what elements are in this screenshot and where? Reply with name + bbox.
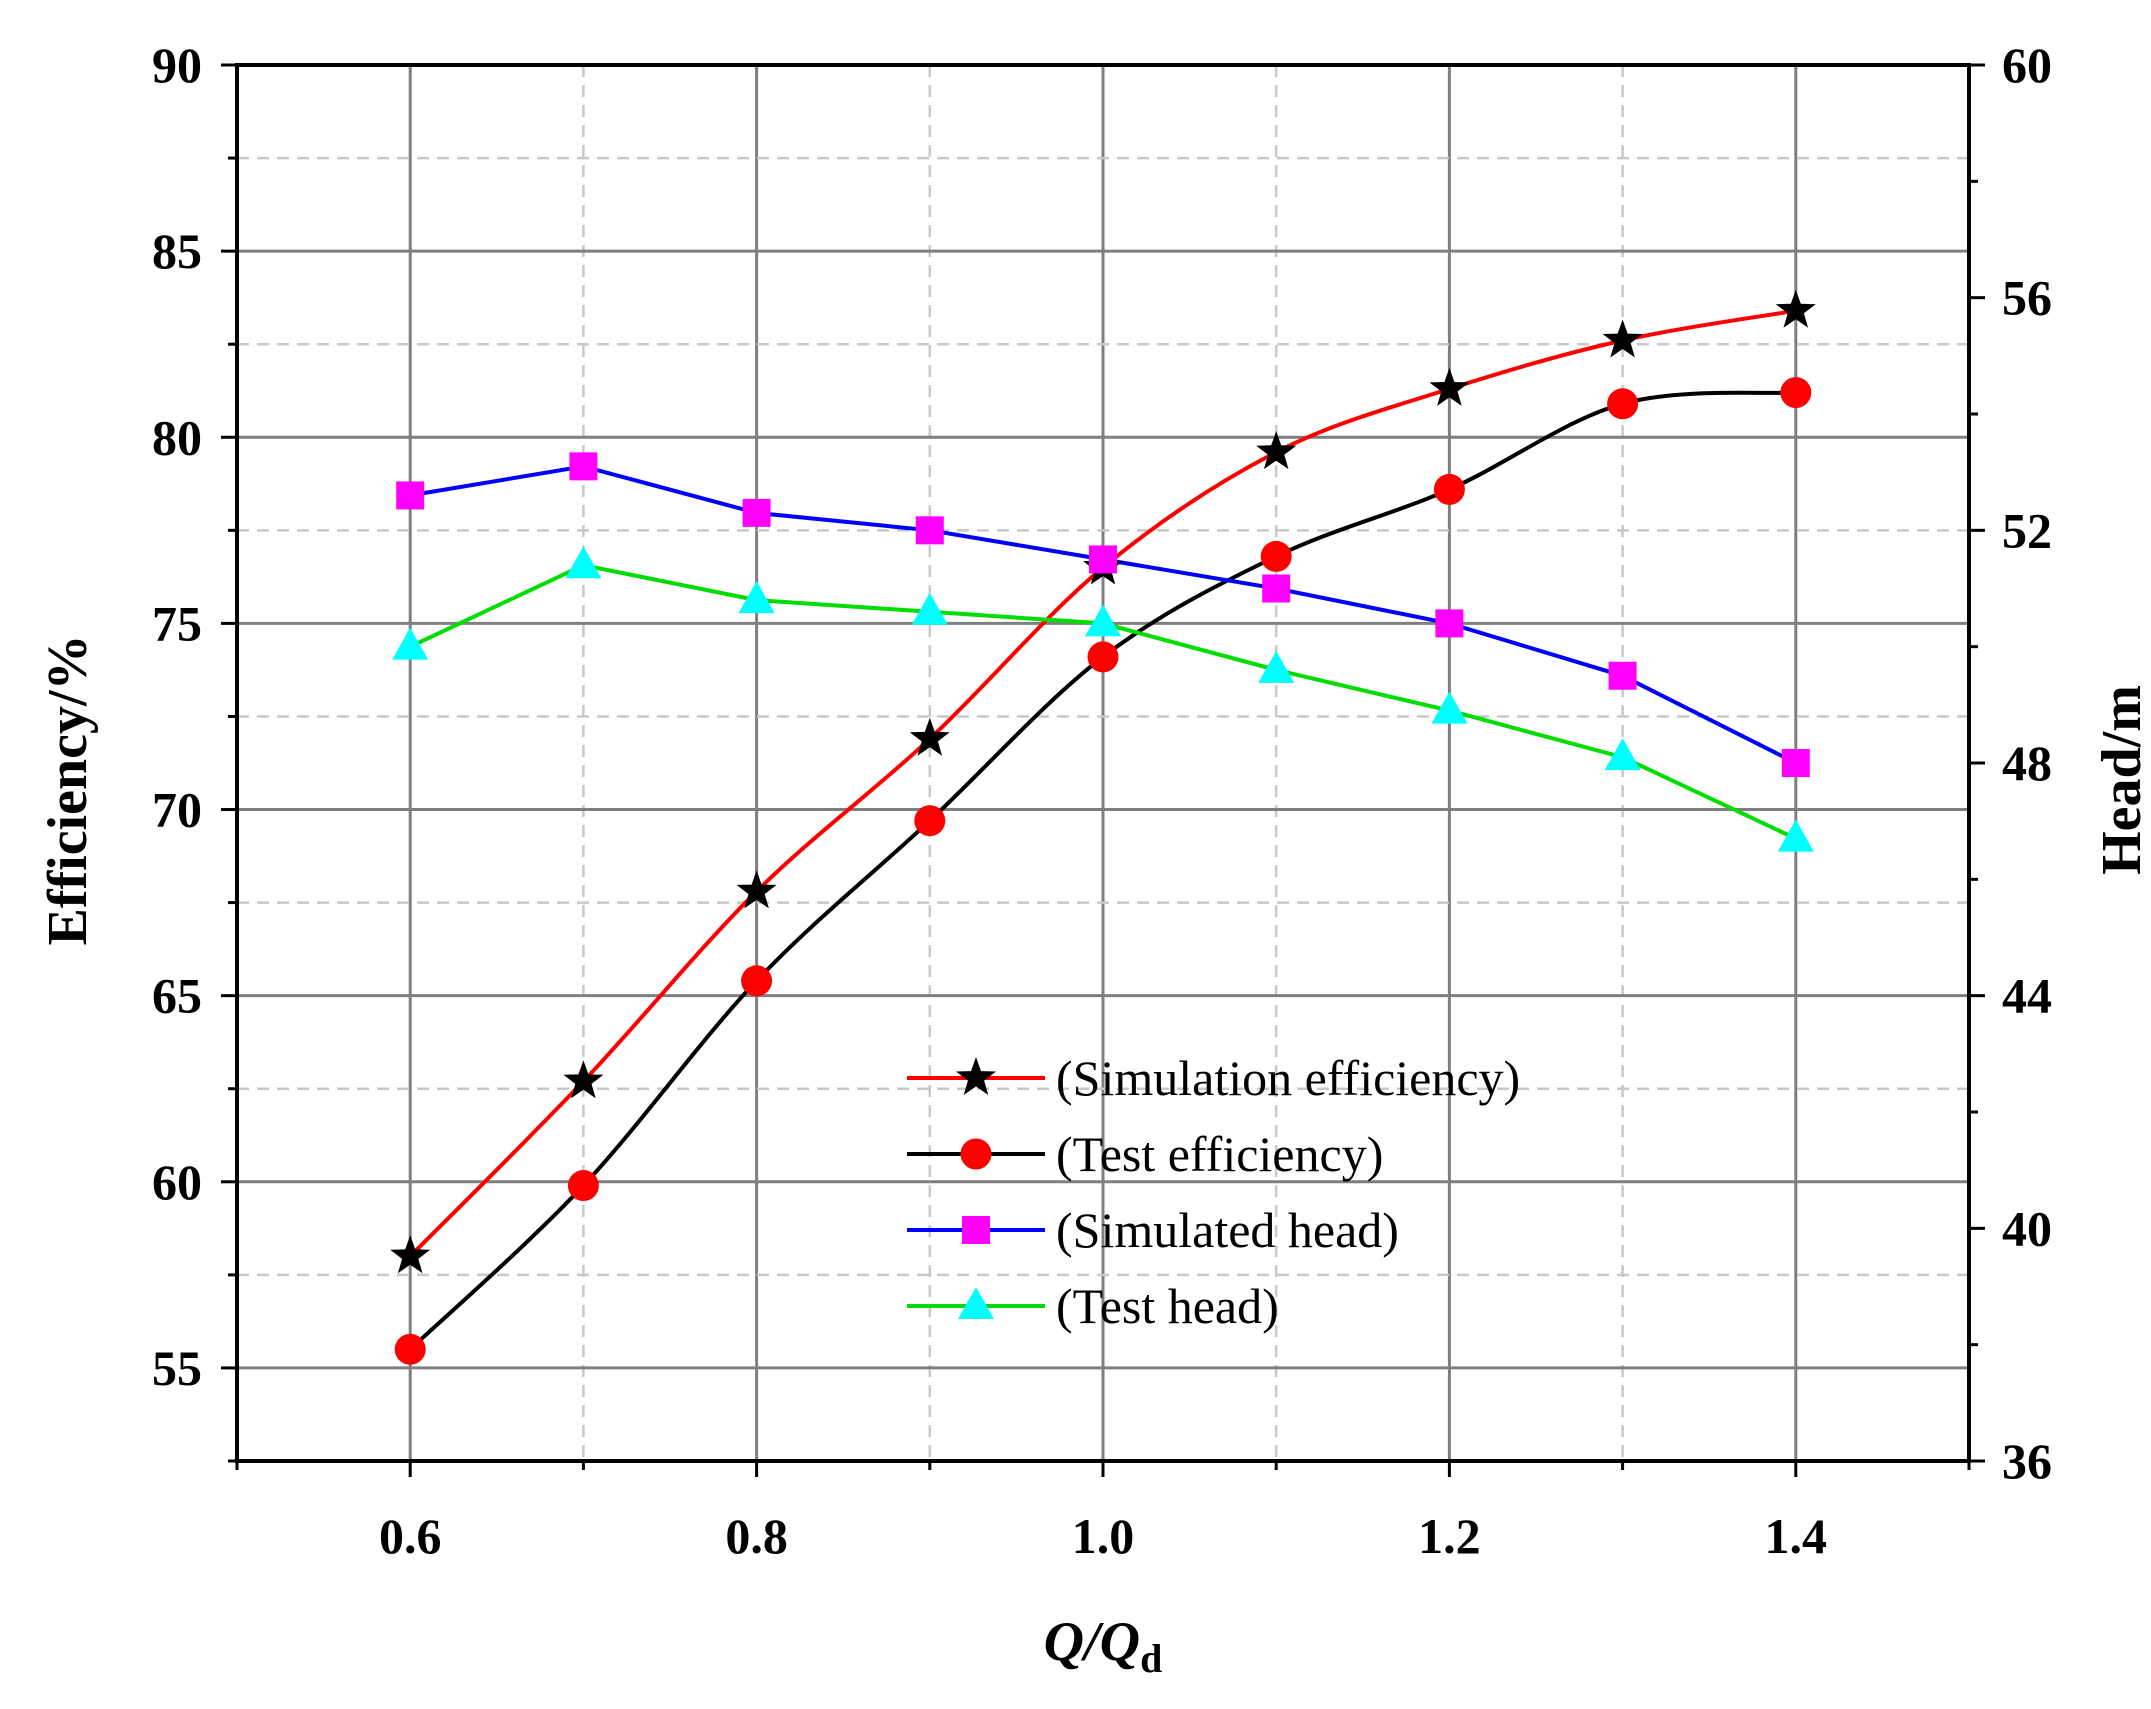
data-point xyxy=(915,516,944,545)
data-point xyxy=(1256,431,1297,470)
y-axis-left-title: Efficiency/% xyxy=(37,634,99,945)
x-axis-title-main: Q/Q xyxy=(1044,1611,1140,1673)
x-axis-tick-label: 1.0 xyxy=(1072,1508,1135,1564)
x-axis-title: Q/Qd xyxy=(1044,1611,1163,1681)
data-point xyxy=(1777,819,1814,852)
data-point xyxy=(1602,319,1643,358)
data-point xyxy=(914,805,946,837)
data-point xyxy=(1258,650,1295,683)
y-axis-right-tick-label: 60 xyxy=(2002,37,2052,93)
data-point xyxy=(1604,738,1641,771)
x-axis-tick-label: 1.4 xyxy=(1765,1508,1828,1564)
data-point xyxy=(1781,749,1810,777)
legend-label: (Test head) xyxy=(1056,1278,1279,1334)
data-point xyxy=(1608,661,1637,690)
data-point xyxy=(1429,367,1470,406)
x-axis-tick-label: 0.8 xyxy=(725,1508,788,1564)
y-axis-left-tick-label: 70 xyxy=(152,782,202,838)
series-markers xyxy=(390,289,1816,1365)
data-point xyxy=(1433,473,1465,505)
grid xyxy=(237,65,1969,1461)
data-point xyxy=(1085,604,1121,637)
y-axis-left-tick-label: 65 xyxy=(152,968,202,1024)
data-point xyxy=(1775,289,1816,328)
y-axis-left-tick-label: 55 xyxy=(152,1340,202,1396)
data-point xyxy=(1260,540,1292,572)
y-axis-right-tick-label: 56 xyxy=(2002,270,2052,326)
data-point xyxy=(909,717,950,756)
data-point xyxy=(396,481,425,510)
y-axis-right-tick-label: 44 xyxy=(2002,968,2052,1024)
data-point xyxy=(1262,574,1291,603)
legend-label: (Simulated head) xyxy=(1056,1202,1399,1258)
data-point xyxy=(1087,641,1119,673)
legend-label: (Simulation efficiency) xyxy=(1056,1050,1520,1106)
legend: (Simulation efficiency) (Test efficiency)… xyxy=(907,1050,1520,1334)
data-point xyxy=(394,1333,426,1365)
data-point xyxy=(738,581,775,614)
y-axis-left-tick-label: 75 xyxy=(152,595,202,651)
data-point xyxy=(567,1170,599,1202)
data-point xyxy=(390,1235,431,1274)
data-point xyxy=(1431,691,1468,724)
y-axis-left-tick-label: 90 xyxy=(152,37,202,93)
x-axis-tick-label: 0.6 xyxy=(379,1508,442,1564)
data-point xyxy=(565,546,602,579)
y-axis-right-tick-label: 48 xyxy=(2002,735,2052,791)
data-point xyxy=(1089,545,1117,574)
y-axis-right-tick-label: 40 xyxy=(2002,1200,2052,1256)
data-point xyxy=(736,870,777,909)
data-point xyxy=(1435,609,1464,638)
data-point xyxy=(392,627,429,660)
series-line xyxy=(408,390,1796,1351)
y-axis-right-tick-label: 36 xyxy=(2002,1433,2052,1489)
legend-marker xyxy=(956,1057,996,1095)
data-point xyxy=(741,965,773,997)
data-point xyxy=(1780,377,1812,409)
axes: 0.6 0.8 1.0 1.2 1.4 55 60 65 70 75 80 85 90 36 40 44 48 5… xyxy=(152,37,2052,1564)
y-axis-left-tick-label: 80 xyxy=(152,409,202,465)
y-axis-right-title: Head/m xyxy=(2091,685,2151,875)
data-point xyxy=(742,498,771,527)
data-point xyxy=(1607,388,1639,420)
y-axis-right-tick-label: 52 xyxy=(2002,502,2052,558)
y-axis-left-tick-label: 85 xyxy=(152,223,202,279)
legend-label: (Test efficiency) xyxy=(1056,1126,1383,1182)
x-axis-tick-label: 1.2 xyxy=(1418,1508,1481,1564)
legend-marker xyxy=(960,1138,992,1170)
data-point xyxy=(569,452,598,481)
series-line xyxy=(408,308,1797,1258)
x-axis-title-subscript: d xyxy=(1140,1636,1162,1681)
y-axis-left-tick-label: 60 xyxy=(152,1154,202,1210)
data-point xyxy=(911,592,948,625)
legend-marker xyxy=(962,1216,990,1244)
legend-marker xyxy=(958,1287,994,1319)
data-point xyxy=(563,1060,604,1099)
